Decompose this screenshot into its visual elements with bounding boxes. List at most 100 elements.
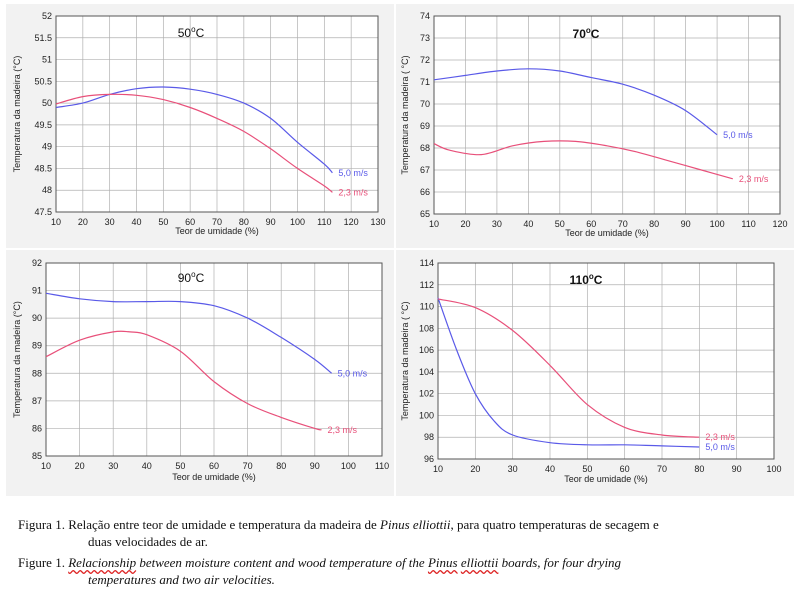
y-tick-label: 106 xyxy=(419,345,434,355)
x-tick-label: 120 xyxy=(344,217,359,227)
plot-frame xyxy=(55,15,379,213)
y-tick-label: 88 xyxy=(32,368,42,378)
x-tick-label: 30 xyxy=(108,461,118,471)
plot-frame xyxy=(433,15,781,215)
x-tick-label: 110 xyxy=(741,219,755,229)
x-tick-label: 20 xyxy=(78,217,88,227)
y-tick-label: 108 xyxy=(419,323,434,333)
caption-en-line2-text: temperatures and two air velocities. xyxy=(88,572,275,587)
x-tick-label: 40 xyxy=(523,219,533,229)
y-tick-label: 71 xyxy=(420,77,430,87)
series-line-red xyxy=(55,93,333,193)
plot-frame xyxy=(45,262,383,457)
x-tick-label: 10 xyxy=(41,461,51,471)
y-tick-label: 86 xyxy=(32,423,42,433)
y-tick-label: 48.5 xyxy=(34,163,52,173)
panel-90c: 10 20 30 40 50 60 70 80 90 100 110 85 86 87 88 89 90 91 92… xyxy=(6,250,394,496)
y-tick-label: 104 xyxy=(419,367,434,377)
x-tick-label: 30 xyxy=(492,219,502,229)
y-tick-label: 73 xyxy=(420,33,430,43)
caption-pt-species: Pinus elliottii xyxy=(380,517,451,532)
caption-pt-label: Figura 1. xyxy=(18,517,65,532)
x-tick-label: 40 xyxy=(142,461,152,471)
x-tick-label: 50 xyxy=(175,461,185,471)
series-line-red xyxy=(45,330,322,431)
y-tick-label: 102 xyxy=(419,389,434,399)
y-tick-label: 110 xyxy=(420,302,434,312)
x-tick-label: 110 xyxy=(375,461,389,471)
chart-110c: 10 20 30 40 50 60 70 80 90 100 96 98 100 102 104 106 108… xyxy=(400,258,782,484)
x-tick-label: 120 xyxy=(772,219,787,229)
chart-title: 70oC xyxy=(573,26,600,41)
x-tick-label: 50 xyxy=(158,217,168,227)
caption-en-pinus: Pinus xyxy=(427,555,458,570)
chart-50c: 10 20 30 40 50 60 70 80 90 100 110 120 130 47.5 48 48.5… xyxy=(12,11,386,236)
y-tick-label: 68 xyxy=(420,143,430,153)
x-tick-label: 20 xyxy=(460,219,470,229)
x-tick-label: 50 xyxy=(582,464,592,474)
x-tick-label: 90 xyxy=(310,461,320,471)
caption-en-line-2: temperatures and two air velocities. xyxy=(18,571,788,588)
x-axis-label: Teor de umidade (%) xyxy=(175,226,259,236)
caption-en-text: between moisture content and wood temper… xyxy=(139,555,425,570)
caption-en-elliottii: elliottii xyxy=(460,555,499,570)
y-tick-label: 114 xyxy=(420,258,434,268)
x-tick-label: 130 xyxy=(370,217,385,227)
plot-frame xyxy=(437,262,775,460)
x-axis-label: Teor de umidade (%) xyxy=(564,474,648,484)
y-tick-label: 100 xyxy=(419,410,434,420)
x-tick-label: 10 xyxy=(433,464,443,474)
x-tick-label: 90 xyxy=(732,464,742,474)
x-tick-label: 40 xyxy=(545,464,555,474)
chart-title: 110oC xyxy=(570,272,603,287)
panel-50c: 10 20 30 40 50 60 70 80 90 100 110 120 130 47.5 48 48.5… xyxy=(6,4,394,248)
series-label: 5,0 m/s xyxy=(705,442,735,452)
y-axis-label: Temperatura da madeira ( °C) xyxy=(400,55,410,174)
panel-110c: 10 20 30 40 50 60 70 80 90 100 96 98 100 102 104 106 108… xyxy=(396,250,794,496)
series-label: 2,3 m/s xyxy=(705,432,735,442)
y-tick-label: 98 xyxy=(424,432,434,442)
y-tick-label: 90 xyxy=(32,313,42,323)
x-tick-label: 100 xyxy=(290,217,305,227)
y-tick-label: 67 xyxy=(420,165,430,175)
y-tick-label: 49.5 xyxy=(34,120,52,130)
x-tick-label: 90 xyxy=(266,217,276,227)
x-tick-label: 70 xyxy=(243,461,253,471)
x-tick-label: 40 xyxy=(131,217,141,227)
caption-en-label: Figure 1. xyxy=(18,555,65,570)
chart-70c: 10 20 30 40 50 60 70 80 90 100 110 120 65 66 67 68 69 70 7… xyxy=(400,11,788,238)
series-label: 5,0 m/s xyxy=(723,130,753,140)
x-tick-label: 20 xyxy=(75,461,85,471)
y-tick-label: 65 xyxy=(420,209,430,219)
figure: 10 20 30 40 50 60 70 80 90 100 110 120 130 47.5 48 48.5… xyxy=(6,4,794,496)
y-tick-label: 69 xyxy=(420,121,430,131)
plot-area xyxy=(438,263,774,459)
series-label: 5,0 m/s xyxy=(338,168,368,178)
y-tick-label: 51 xyxy=(42,55,52,65)
x-tick-label: 70 xyxy=(618,219,628,229)
series-line-blue xyxy=(433,68,718,136)
y-axis-label: Temperatura da madeira (°C) xyxy=(12,301,22,418)
x-tick-label: 10 xyxy=(429,219,439,229)
y-tick-label: 112 xyxy=(420,280,434,290)
x-tick-label: 60 xyxy=(209,461,219,471)
caption-en-line-1: Figure 1. Relacionship between moisture … xyxy=(18,554,788,571)
y-tick-label: 92 xyxy=(32,258,42,268)
y-tick-label: 47.5 xyxy=(34,207,52,217)
x-axis-label: Teor de umidade (%) xyxy=(172,472,256,482)
x-tick-label: 100 xyxy=(341,461,356,471)
series-label: 5,0 m/s xyxy=(338,368,368,378)
x-tick-label: 60 xyxy=(185,217,195,227)
x-tick-label: 50 xyxy=(555,219,565,229)
x-tick-label: 70 xyxy=(657,464,667,474)
y-tick-label: 51.5 xyxy=(34,33,52,43)
caption: Figura 1. Relação entre teor de umidade … xyxy=(18,516,788,588)
y-tick-label: 91 xyxy=(32,286,42,296)
x-tick-label: 90 xyxy=(681,219,691,229)
x-tick-label: 10 xyxy=(51,217,61,227)
chart-title: 50oC xyxy=(178,25,205,40)
y-tick-label: 48 xyxy=(42,185,52,195)
y-tick-label: 74 xyxy=(420,11,430,21)
x-tick-label: 20 xyxy=(470,464,480,474)
chart-90c: 10 20 30 40 50 60 70 80 90 100 110 85 86 87 88 89 90 91 92… xyxy=(12,258,389,482)
